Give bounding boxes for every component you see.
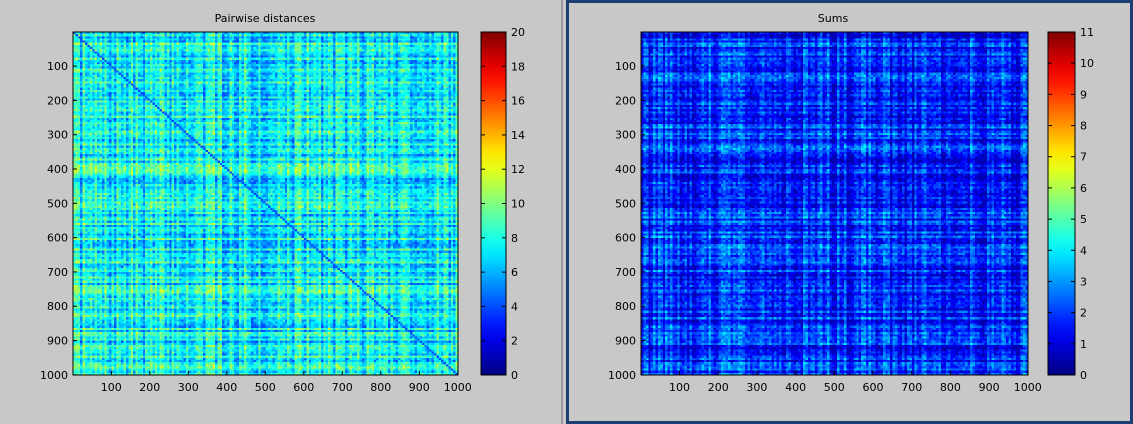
y-tick-label: 400 [47,163,68,176]
x-tick-label: 800 [940,381,961,394]
y-tick-label: 300 [47,129,68,142]
chart-title: Pairwise distances [215,12,316,25]
sums-figure: Sums 100 200 300 400 500 600 700 800 900 10001002… [608,12,1094,394]
colorbar-tick-label: 11 [1080,26,1094,39]
y-tick-label: 200 [615,94,636,107]
x-tick-label: 600 [293,381,314,394]
colorbar-tick-label: 0 [511,369,518,382]
heatmap-cells [73,32,458,375]
heatmap-axes: 100 200 300 400 500 600 700 800 900 1000 100 200 300… [608,31,1042,394]
colorbar-tick-label: 1 [1080,338,1087,351]
y-tick-label: 300 [615,129,636,142]
x-tick-label: 100 [669,381,690,394]
colorbar-tick-label: 5 [1080,213,1087,226]
y-tick-label: 400 [615,163,636,176]
x-tick-label: 700 [332,381,353,394]
x-tick-label: 900 [979,381,1000,394]
colorbar-tick-label: 4 [1080,244,1087,257]
colorbar-tick-label: 7 [1080,151,1087,164]
x-tick-label: 400 [216,381,237,394]
colorbar-tick-label: 16 [511,95,525,108]
y-tick-label: 900 [47,335,68,348]
x-tick-label: 900 [409,381,430,394]
x-tick-label: 400 [785,381,806,394]
y-tick-label: 700 [47,266,68,279]
colorbar-tick-label: 18 [511,60,525,73]
colorbar-tick-label: 10 [1080,57,1094,70]
y-tick-label: 200 [47,94,68,107]
colorbar-tick-label: 20 [511,26,525,39]
colorbar-tick-label: 8 [511,232,518,245]
colorbar-tick-label: 9 [1080,88,1087,101]
colorbar-tick-label: 2 [511,335,518,348]
x-tick-label: 800 [370,381,391,394]
x-tick-label: 300 [178,381,199,394]
x-tick-label: 500 [824,381,845,394]
x-tick-label: 200 [139,381,160,394]
y-tick-label: 700 [615,266,636,279]
x-tick-label: 200 [708,381,729,394]
colorbar-tick-label: 6 [511,266,518,279]
heatmap-image [73,32,458,375]
figure-window-right: Sums 100 200 300 400 500 600 700 800 900 1000 100 2… [566,0,1133,424]
y-tick-label: 600 [47,232,68,245]
colorbar-tick-label: 4 [511,300,518,313]
y-tick-label: 800 [47,300,68,313]
x-tick-label: 1000 [1014,381,1042,394]
x-tick-label: 100 [101,381,122,394]
colorbar-scale [1047,31,1076,376]
y-tick-label: 800 [615,300,636,313]
pairwise-distances-figure: Pairwise distances 100 200 300 400 500 600 700… [40,12,525,394]
colorbar-tick-label: 12 [511,163,525,176]
colorbar: 0 1 2 3 4 5 6 7 8 9 10 11 [1047,26,1094,382]
x-tick-label: 600 [863,381,884,394]
y-tick-label: 100 [47,60,68,73]
y-tick-label: 500 [47,197,68,210]
y-tick-label: 1000 [608,369,636,382]
colorbar-tick-label: 14 [511,129,525,142]
chart-title: Sums [818,12,849,25]
colorbar-tick-label: 10 [511,198,525,211]
colorbar-tick-label: 8 [1080,120,1087,133]
colorbar-tick-label: 0 [1080,369,1087,382]
y-tick-label: 500 [615,197,636,210]
colorbar-tick-label: 2 [1080,307,1087,320]
colorbar-tick-label: 3 [1080,275,1087,288]
y-tick-label: 1000 [40,369,68,382]
colorbar-tick-label: 6 [1080,182,1087,195]
x-tick-label: 1000 [444,381,472,394]
figure-window-left: Pairwise distances 100 200 300 400 500 600 700… [0,0,563,424]
x-tick-label: 500 [255,381,276,394]
heatmap-image [641,32,1028,375]
x-tick-label: 300 [746,381,767,394]
y-tick-label: 100 [615,60,636,73]
y-tick-label: 900 [615,335,636,348]
heatmap-axes: 100 200 300 400 500 600 700 800 900 1000 100 200 300… [40,31,472,394]
colorbar: 0 2 4 6 8 10 12 14 16 18 20 [480,26,525,382]
y-tick-label: 600 [615,232,636,245]
x-tick-label: 700 [901,381,922,394]
heatmap-cells [641,32,1028,375]
